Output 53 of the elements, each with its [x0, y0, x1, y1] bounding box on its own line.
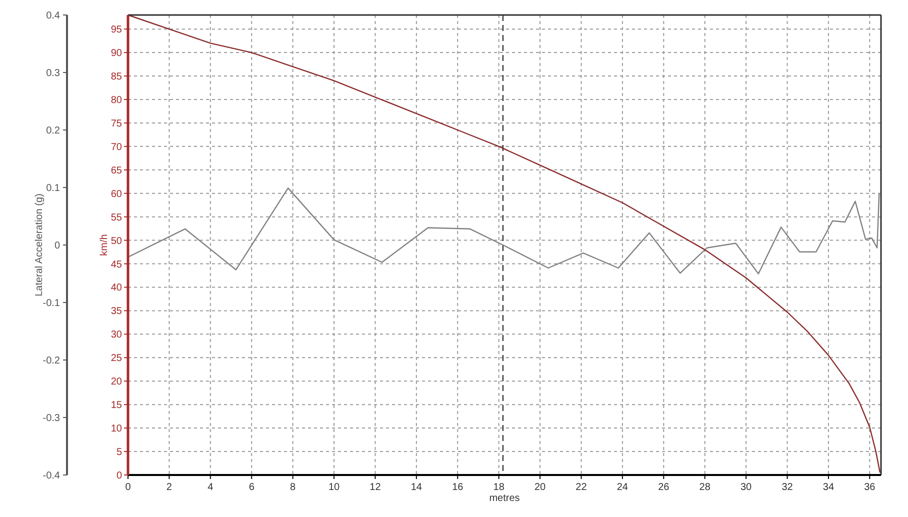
x-tick-label: 8 [290, 482, 296, 493]
y-tick-label: -0.3 [42, 413, 60, 424]
line-series [127, 187, 880, 274]
y2-tick-label: 50 [110, 236, 122, 247]
y2-tick-label: 0 [116, 470, 122, 482]
x-tick-label: 2 [166, 482, 172, 493]
x-tick-label: 14 [410, 482, 422, 493]
x-tick-label: 18 [493, 482, 505, 493]
x-tick-label: 10 [328, 482, 340, 493]
y2-tick-label: 75 [110, 118, 122, 130]
y-tick-label: 0.1 [46, 183, 60, 194]
y2-tick-label: 60 [110, 188, 122, 200]
y-tick-label: 0.2 [46, 126, 60, 136]
y-tick-label: 0 [54, 240, 60, 252]
x-tick-label: 24 [616, 482, 628, 493]
y2-tick-label: 40 [110, 282, 122, 294]
x-axis-title: metres [489, 493, 520, 504]
x-tick-label: 20 [534, 482, 546, 493]
y2-tick-label: 65 [110, 165, 122, 176]
y-tick-label: -0.2 [42, 356, 60, 366]
x-tick-label: 32 [782, 482, 794, 493]
line-series [127, 14, 881, 474]
x-tick-label: 36 [864, 482, 876, 493]
y2-tick-label: 20 [110, 376, 122, 388]
y-tick-label: 0.4 [46, 10, 60, 22]
x-tick-label: 26 [658, 482, 670, 493]
y2-tick-label: 45 [110, 259, 122, 270]
x-tick-label: 12 [370, 482, 382, 493]
x-tick-label: 16 [452, 482, 464, 493]
y2-tick-label: 95 [110, 24, 122, 36]
y2-tick-label: 35 [110, 306, 122, 318]
x-tick-label: 34 [822, 482, 834, 493]
x-tick-label: 4 [208, 482, 214, 493]
x-tick-label: 30 [740, 482, 752, 493]
y2-tick-label: 15 [110, 400, 122, 412]
x-tick-label: 28 [699, 482, 711, 493]
y2-tick-label: 90 [110, 48, 122, 60]
y2-tick-label: 10 [110, 424, 122, 435]
y2-tick-label: 30 [110, 330, 122, 341]
y-tick-label: 0.3 [46, 68, 60, 79]
y2-tick-label: 25 [110, 353, 122, 364]
y2-tick-label: 5 [116, 447, 122, 458]
x-tick-label: 6 [248, 482, 255, 493]
y2-tick-label: 70 [110, 142, 122, 153]
x-tick-label: 0 [125, 482, 132, 493]
y-axis-title: Lateral Acceleration (g) [34, 194, 45, 296]
y2-tick-label: 55 [110, 212, 122, 224]
y2-axis-title: km/h [99, 234, 110, 256]
x-tick-label: 22 [576, 482, 588, 493]
y2-tick-label: 80 [110, 94, 122, 106]
y-tick-label: -0.4 [42, 470, 60, 482]
y2-tick-label: 85 [110, 72, 122, 83]
y-tick-label: -0.1 [42, 298, 60, 309]
